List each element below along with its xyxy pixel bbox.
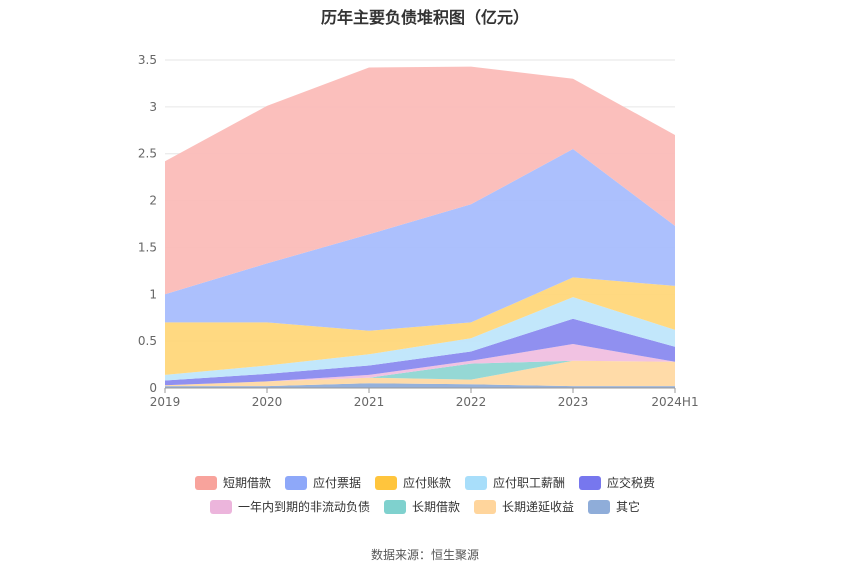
- legend-item[interactable]: 应付职工薪酬: [465, 474, 565, 491]
- chart-title: 历年主要负债堆积图（亿元）: [320, 8, 529, 27]
- legend-swatch: [284, 475, 307, 490]
- legend-label: 长期递延收益: [502, 500, 575, 514]
- y-tick-label: 1: [149, 287, 157, 301]
- x-tick-label: 2023: [558, 395, 589, 409]
- area-应付职工薪酬: [165, 297, 675, 381]
- y-tick-label: 2.5: [138, 147, 157, 161]
- legend-item[interactable]: 应付票据: [284, 474, 361, 491]
- legend-item[interactable]: 长期递延收益: [474, 498, 574, 515]
- y-tick-label: 3: [149, 100, 157, 114]
- legend-item[interactable]: 应付账款: [374, 474, 451, 491]
- x-tick-label: 2024H1: [651, 395, 698, 409]
- area-短期借款: [165, 66, 675, 295]
- x-tick-label: 2019: [150, 395, 181, 409]
- x-tick-label: 2021: [354, 395, 385, 409]
- x-tick-label: 2020: [252, 395, 283, 409]
- area-应交税费: [165, 318, 675, 386]
- area-长期借款: [165, 360, 675, 386]
- area-应付账款: [165, 277, 675, 375]
- legend-item[interactable]: 应交税费: [579, 474, 655, 491]
- area-一年内到期的非流动负债: [165, 344, 675, 386]
- axes: 0 0.5 1 1.5 2 2.5 3 3.5 2019 2020 2021 2022 2023 2024…: [138, 53, 699, 409]
- legend-item[interactable]: 一年内到期的非流动负债: [209, 498, 370, 515]
- area-series: [165, 66, 675, 388]
- area-应付票据: [165, 149, 675, 331]
- legend-label: 其它: [616, 500, 641, 514]
- y-tick-label: 1.5: [138, 240, 157, 254]
- y-tick-label: 3.5: [138, 53, 157, 67]
- legend-swatch: [383, 499, 406, 514]
- legend-label: 长期借款: [411, 500, 460, 514]
- legend-item[interactable]: 长期借款: [383, 498, 460, 515]
- legend-label: 应付账款: [402, 476, 451, 490]
- legend-swatch: [465, 475, 487, 490]
- legend-swatch: [209, 499, 232, 514]
- legend-label: 应付票据: [312, 476, 361, 490]
- legend-swatch: [374, 475, 397, 490]
- legend-item[interactable]: 其它: [588, 498, 640, 515]
- y-tick-label: 0: [149, 381, 157, 395]
- legend-item[interactable]: 短期借款: [194, 474, 271, 491]
- y-tick-label: 2: [149, 194, 157, 208]
- legend-swatch: [579, 475, 602, 490]
- legend-swatch: [588, 499, 611, 514]
- legend-row-1: 短期借款 应付票据 应付账款 应付职工薪酬 应交税费: [0, 474, 850, 491]
- area-其它: [165, 383, 675, 388]
- x-tick-label: 2022: [456, 395, 487, 409]
- legend-label: 应交税费: [607, 476, 656, 490]
- source-note: 数据来源：恒生聚源: [370, 548, 479, 562]
- legend-row-2: 一年内到期的非流动负债 长期借款 长期递延收益 其它: [0, 498, 850, 515]
- y-tick-label: 0.5: [138, 334, 157, 348]
- legend-label: 一年内到期的非流动负债: [237, 500, 370, 514]
- legend-label: 短期借款: [222, 476, 271, 490]
- legend-swatch: [194, 475, 217, 490]
- legend-swatch: [474, 499, 496, 514]
- legend-label: 应付职工薪酬: [493, 476, 566, 490]
- area-长期递延收益: [165, 360, 675, 387]
